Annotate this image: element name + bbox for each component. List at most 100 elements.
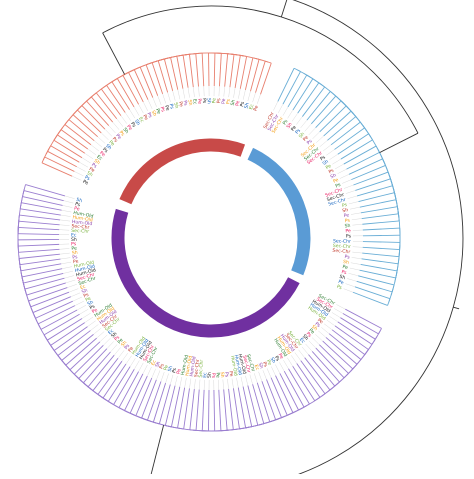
leaf-guide-line [224, 87, 225, 97]
leaf-guide-line [347, 196, 357, 199]
leaf-label: Sh [206, 98, 212, 104]
tree-branch [214, 390, 215, 431]
tree-branch [165, 386, 175, 426]
tree-branch [261, 63, 272, 94]
tree-branch [129, 72, 144, 102]
tree-branch [338, 322, 372, 345]
leaf-guide-line [332, 159, 341, 164]
leaf-guide-line [267, 368, 271, 377]
tree-branch [355, 287, 390, 299]
leaf-guide-line [166, 374, 169, 384]
leaf-guide-line [62, 267, 72, 269]
tree-branch [74, 345, 103, 374]
leaf-guide-line [185, 378, 187, 388]
leaf-guide-line [82, 158, 90, 163]
leaf-guide-line [248, 91, 251, 101]
leaf-guide-line [114, 347, 120, 355]
leaf-guide-line [65, 196, 75, 199]
tree-branch [355, 179, 390, 191]
tree-branch [159, 384, 170, 424]
leaf-guide-line [134, 107, 139, 116]
tree-branch [18, 227, 59, 229]
leaf-guide-line [250, 375, 253, 385]
leaf-guide-line [353, 247, 363, 248]
tree-branch [219, 53, 221, 86]
leaf-guide-line [338, 169, 347, 174]
leaf-guide-line [64, 276, 74, 279]
leaf-guide-line [287, 358, 292, 366]
tree-branch [183, 55, 188, 88]
leaf-guide-line [321, 327, 329, 333]
leaf-guide-line [91, 145, 99, 151]
leaf-guide-line [309, 341, 316, 348]
leaf-guide-line [283, 360, 288, 369]
leaf-guide-line [64, 201, 74, 203]
leaf-guide-line [163, 94, 166, 103]
tree-branch [19, 215, 60, 220]
tree-branch [332, 330, 365, 355]
leaf-guide-line [318, 331, 326, 338]
leaf-guide-line [60, 220, 70, 221]
leaf-guide-line [245, 376, 247, 386]
leaf-guide-line [148, 100, 152, 109]
leaf-guide-line [60, 225, 70, 226]
tree-branch [233, 388, 239, 429]
leaf-guide-line [125, 113, 131, 121]
leaf-guide-line [329, 154, 337, 160]
leaf-guide-line [139, 104, 144, 113]
leaf-guide-line [234, 88, 236, 98]
leaf-guide-line [335, 164, 344, 169]
leaf-guide-line [229, 87, 230, 97]
leaf-guide-line [180, 377, 182, 387]
leaf-guide-line [105, 129, 112, 136]
leaf-guide-line [312, 338, 319, 345]
tree-branch [29, 288, 68, 301]
leaf-guide-line [332, 312, 341, 317]
leaf-guide-line [324, 324, 332, 330]
leaf-guide-line [283, 107, 288, 116]
leaf-guide-line [334, 309, 343, 314]
tree-branch [51, 146, 80, 162]
leaf-guide-line [60, 253, 70, 254]
tree-branch [225, 54, 228, 87]
leaf-guide-line [352, 257, 362, 258]
leaf-guide-line [292, 113, 298, 121]
tree-branch [362, 259, 399, 264]
leaf-guide-line [349, 273, 359, 275]
leaf-guide-line [143, 102, 147, 111]
leaf-guide-line [130, 358, 135, 366]
leaf-guide-line [291, 355, 297, 363]
leaf-guide-line [122, 353, 128, 361]
leaf-guide-line [121, 116, 127, 124]
tree-branch [140, 67, 153, 97]
tree-branch [19, 249, 60, 252]
leaf-guide-line [257, 94, 260, 103]
leaf-guide-line [219, 86, 220, 96]
leaf-guide-line [271, 367, 275, 376]
leaf-guide-line [344, 185, 353, 188]
tree-branch [45, 157, 75, 171]
leaf-guide-line [241, 377, 243, 387]
leaf-guide-line [156, 371, 160, 380]
leaf-guide-line [232, 378, 233, 388]
tree-branch [329, 334, 361, 360]
clade-ring [118, 145, 304, 331]
leaf-guide-line [295, 353, 301, 361]
tree-branch [326, 337, 357, 364]
tree-branch [305, 358, 330, 390]
tree-branch [235, 55, 240, 88]
leaf-guide-line [107, 341, 114, 348]
leaf-guide-line [101, 133, 108, 140]
tree-branch [58, 331, 91, 356]
leaf-guide-line [336, 304, 345, 309]
leaf-guide-line [61, 215, 71, 217]
leaf-guide-line [344, 289, 353, 293]
leaf-guide-line [82, 313, 90, 318]
tree-branch [353, 292, 388, 305]
tree-branch [152, 63, 163, 94]
leaf-guide-line [170, 375, 173, 385]
tree-branch-arc [122, 57, 173, 76]
leaf-guide-line [168, 92, 171, 102]
leaf-guide-line [88, 321, 96, 327]
tree-branch [196, 390, 199, 431]
